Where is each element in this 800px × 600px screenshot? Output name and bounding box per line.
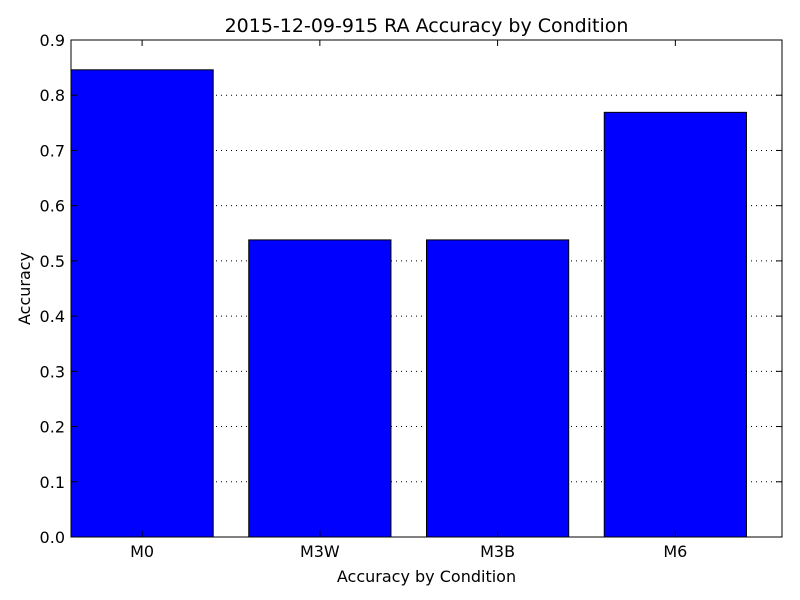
x-tick-label-m6: M6	[663, 542, 687, 561]
x-axis-label: Accuracy by Condition	[337, 567, 516, 586]
y-tick-label: 0.2	[40, 418, 65, 437]
ticks-layer: 0.0 0.1 0.2 0.3 0.4 0.5 0.6 0.7 0.8 0.9 M0 M3W M3B M6	[40, 31, 782, 561]
y-tick-label: 0.3	[40, 362, 65, 381]
bar-m6	[603, 111, 747, 538]
bar-m0	[70, 69, 214, 538]
bars-layer	[70, 69, 747, 538]
plot-frame	[70, 39, 783, 538]
y-tick-label: 0.4	[40, 307, 65, 326]
y-tick-label: 0.8	[40, 86, 65, 105]
bar-m3b	[426, 239, 570, 538]
x-tick-label-m3w: M3W	[300, 542, 340, 561]
bar-m3w	[248, 239, 392, 538]
x-tick-label-m3b: M3B	[480, 542, 515, 561]
chart-title: 2015-12-09-915 RA Accuracy by Condition	[225, 15, 629, 37]
y-tick-label: 0.7	[40, 141, 65, 160]
y-axis-label: Accuracy	[15, 252, 34, 325]
y-tick-label: 0.1	[40, 473, 65, 492]
y-tick-label: 0.6	[40, 197, 65, 216]
y-tick-label: 0.9	[40, 31, 65, 50]
y-tick-label: 0.0	[40, 528, 65, 547]
x-tick-label-m0: M0	[130, 542, 154, 561]
y-tick-label: 0.5	[40, 252, 65, 271]
